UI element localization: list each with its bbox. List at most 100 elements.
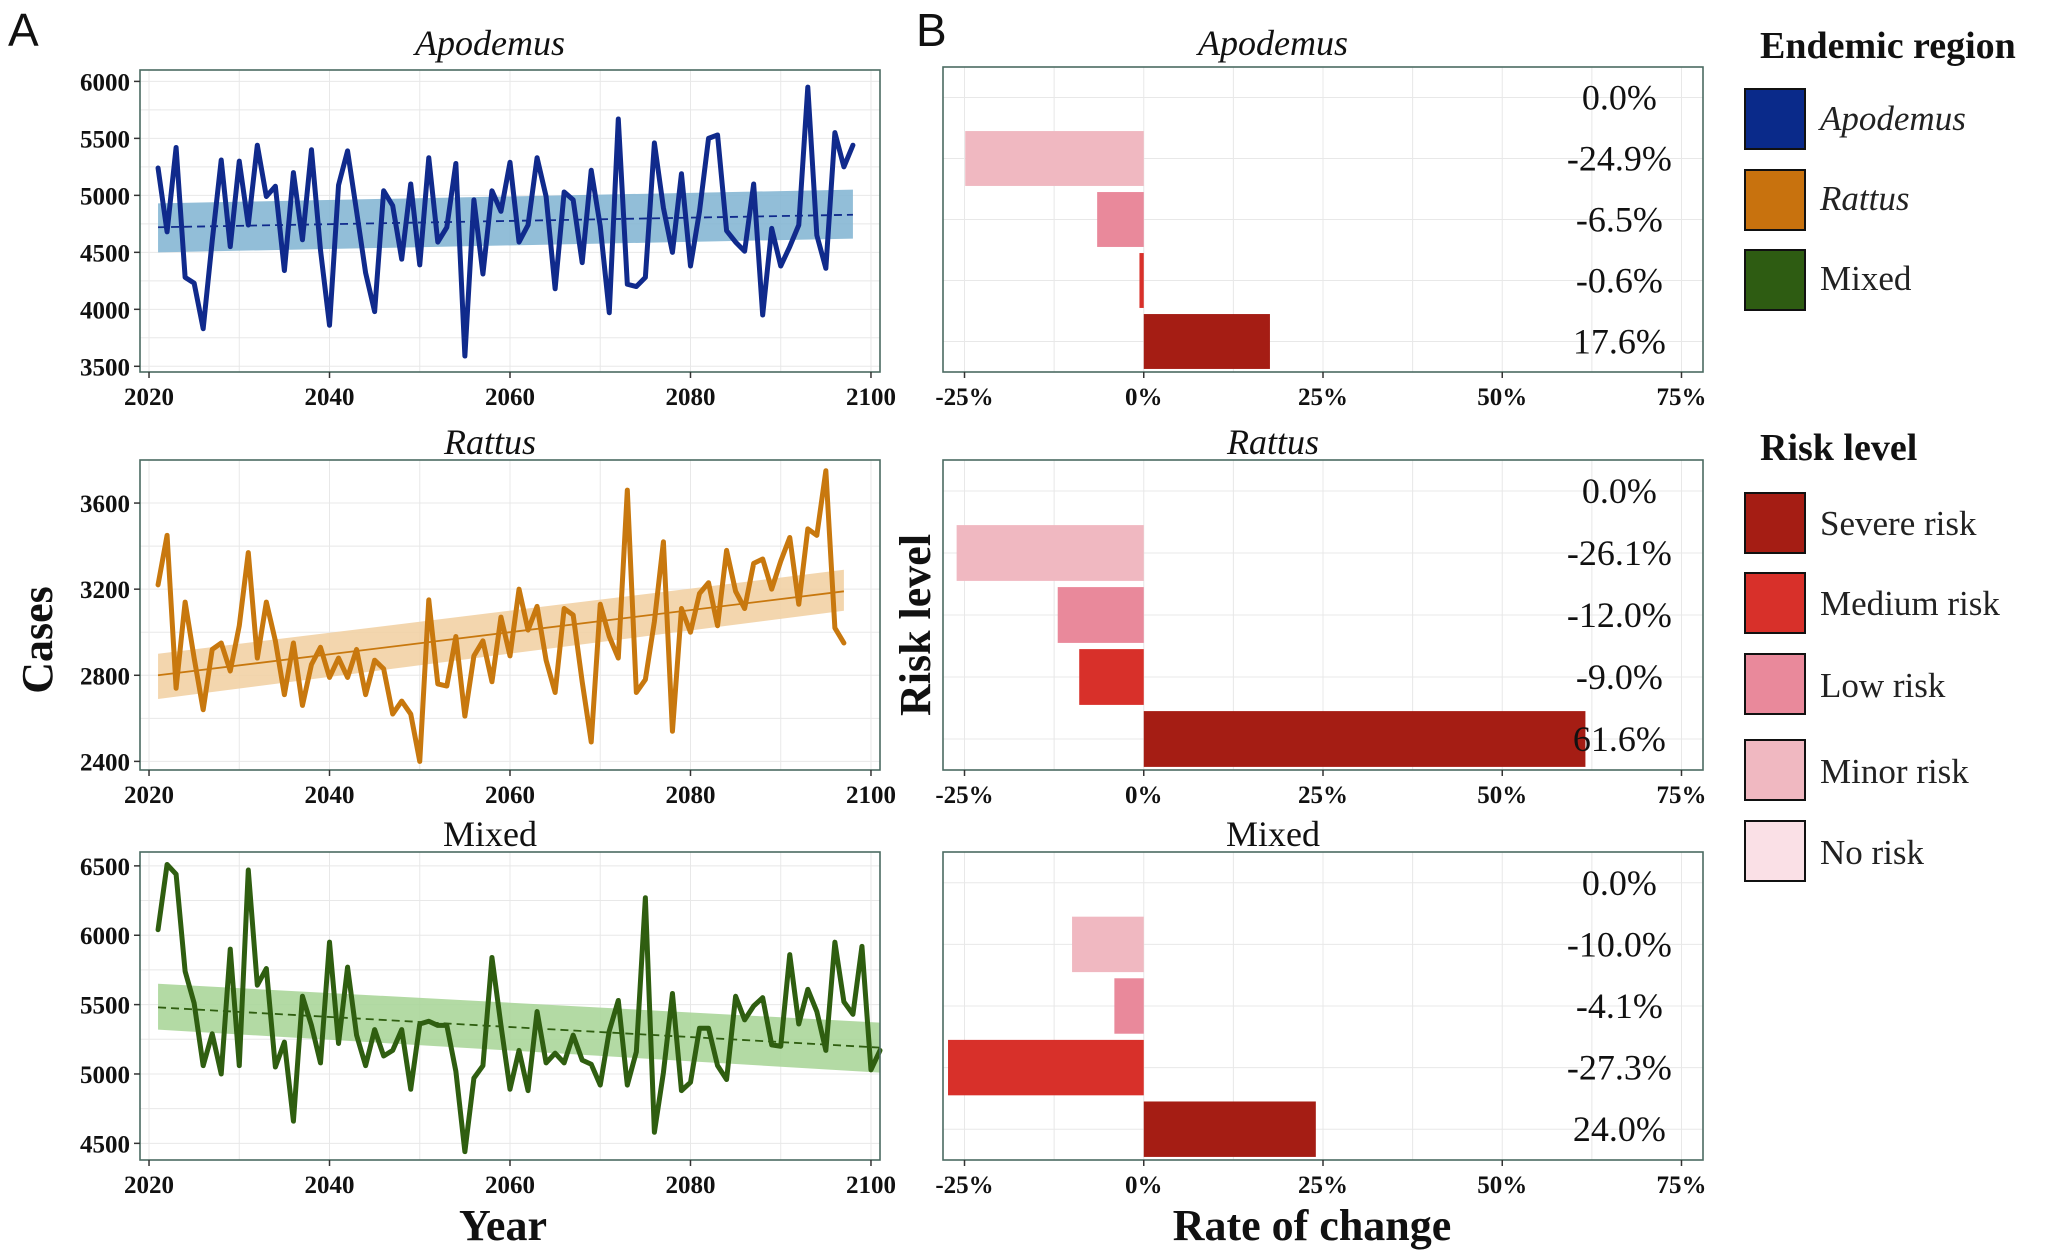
x-tick-label-25-: 25%: [1298, 1172, 1348, 1199]
bar-mixed-severe-risk: [1143, 1101, 1316, 1157]
x-tick-label-75-: 75%: [1656, 1172, 1706, 1199]
line-chart-apodemus: 2020 2040 2060 2080 2100 3500 4000 4500 5000 5500…: [80, 23, 896, 411]
y-tick-label-5000: 5000: [80, 183, 130, 210]
x-tick-label-2060: 2060: [485, 1172, 535, 1199]
x-axis-label-rate-of-change: Rate of change: [1173, 1201, 1452, 1250]
bar-label-rattus-low-risk: -12.0%: [1567, 595, 1672, 635]
legend-risk-title: Risk level: [1760, 427, 1917, 469]
bar-label-rattus-medium-risk: -9.0%: [1576, 657, 1663, 697]
legend-swatch-medium-risk: [1744, 572, 1806, 634]
x-tick-label-2100: 2100: [846, 1172, 896, 1199]
legend-label-severe-risk: Severe risk: [1820, 504, 1977, 543]
x-tick-label-2060: 2060: [485, 384, 535, 411]
legend-label-mixed: Mixed: [1820, 259, 1912, 298]
bar-apodemus-minor-risk: [965, 131, 1144, 186]
x-tick-label-2020: 2020: [124, 782, 174, 809]
bar-chart-mixed: 0.0% -10.0% -4.1% -27.3% 24.0% -25% 0% 25% 50% 75…: [935, 814, 1706, 1199]
x-tick-label-0-: 0%: [1125, 782, 1163, 809]
x-tick-label-25-: 25%: [1298, 782, 1348, 809]
legend-label-no-risk: No risk: [1820, 833, 1925, 872]
legend-risk-level: Risk level Severe risk Medium risk Low r…: [1744, 427, 2000, 882]
y-tick-label-2800: 2800: [80, 663, 130, 690]
panel-letter-b: B: [916, 4, 947, 56]
x-tick-label-2080: 2080: [665, 384, 715, 411]
y-axis-label-cases: Cases: [13, 586, 62, 694]
legend-swatch-minor-risk: [1744, 739, 1806, 801]
bar-label-rattus-severe-risk: 61.6%: [1573, 719, 1666, 759]
y-tick-label-4500: 4500: [80, 240, 130, 267]
bar-label-apodemus-minor-risk: -24.9%: [1567, 139, 1672, 179]
bar-mixed-low-risk: [1114, 978, 1144, 1034]
y-tick-label-6500: 6500: [80, 854, 130, 881]
trend-line-mixed: [157, 1006, 881, 1049]
chart-title-rattus: Rattus: [443, 422, 536, 462]
bar-rattus-low-risk: [1057, 587, 1144, 643]
x-tick-label--25-: -25%: [935, 782, 993, 809]
y-tick-label-5000: 5000: [80, 1062, 130, 1089]
x-tick-label-75-: 75%: [1656, 782, 1706, 809]
legend-label-low-risk: Low risk: [1820, 666, 1946, 705]
x-tick-label-50-: 50%: [1477, 782, 1527, 809]
chart-title-mixed-bar: Mixed: [1226, 814, 1320, 854]
bar-label-apodemus-no-risk: 0.0%: [1582, 78, 1657, 118]
bar-chart-rattus: 0.0% -26.1% -12.0% -9.0% 61.6% -25% 0% 25% 50% 75…: [935, 422, 1706, 809]
chart-title-apodemus: Apodemus: [413, 23, 565, 63]
y-tick-label-3500: 3500: [80, 354, 130, 381]
legend-swatch-rattus: [1744, 169, 1806, 231]
y-tick-label-3200: 3200: [80, 577, 130, 604]
y-tick-label-5500: 5500: [80, 993, 130, 1020]
x-tick-label--25-: -25%: [935, 384, 993, 411]
confidence-band-mixed: [158, 983, 881, 1073]
x-tick-label-2080: 2080: [665, 1172, 715, 1199]
x-axis-label-year: Year: [459, 1201, 547, 1250]
bar-label-rattus-minor-risk: -26.1%: [1567, 533, 1672, 573]
legend-label-medium-risk: Medium risk: [1820, 584, 2000, 623]
legend-swatch-low-risk: [1744, 653, 1806, 715]
legend-swatch-severe-risk: [1744, 492, 1806, 554]
bar-label-apodemus-medium-risk: -0.6%: [1576, 261, 1663, 301]
y-tick-label-2400: 2400: [80, 749, 130, 776]
series-line-apodemus: [155, 84, 856, 359]
x-tick-label-25-: 25%: [1298, 384, 1348, 411]
bar-apodemus-low-risk: [1097, 192, 1144, 247]
x-tick-label--25-: -25%: [935, 1172, 993, 1199]
chart-title-mixed: Mixed: [443, 814, 537, 854]
legend-label-minor-risk: Minor risk: [1820, 752, 1969, 791]
legend-endemic-region: Endemic region Apodemus Rattus Mixed: [1744, 25, 2016, 311]
y-tick-label-4000: 4000: [80, 297, 130, 324]
legend-swatch-apodemus: [1744, 88, 1806, 150]
x-tick-label-50-: 50%: [1477, 384, 1527, 411]
bar-rattus-minor-risk: [956, 525, 1144, 581]
x-tick-label-0-: 0%: [1125, 1172, 1163, 1199]
x-tick-label-2100: 2100: [846, 384, 896, 411]
y-axis-label-risk-level: Risk level: [891, 534, 940, 716]
legend-swatch-mixed: [1744, 249, 1806, 311]
bar-label-mixed-low-risk: -4.1%: [1576, 986, 1663, 1026]
x-tick-label-75-: 75%: [1656, 384, 1706, 411]
panel-letter-a: A: [8, 4, 39, 56]
bar-mixed-medium-risk: [948, 1039, 1144, 1096]
y-tick-label-4500: 4500: [80, 1131, 130, 1158]
chart-title-rattus-bar: Rattus: [1226, 422, 1319, 462]
trend-line-apodemus: [158, 213, 853, 229]
bar-mixed-minor-risk: [1072, 916, 1144, 973]
bar-label-mixed-medium-risk: -27.3%: [1567, 1048, 1672, 1088]
line-chart-mixed: 2020 2040 2060 2080 2100 4500 5000 5500 6000 6500…: [80, 814, 896, 1199]
legend-label-rattus: Rattus: [1819, 179, 1909, 218]
series-line-rattus: [155, 468, 847, 764]
legend-endemic-title: Endemic region: [1760, 25, 2016, 67]
bar-rattus-medium-risk: [1079, 649, 1144, 705]
x-tick-label-2020: 2020: [124, 384, 174, 411]
bar-rattus-severe-risk: [1143, 711, 1586, 767]
bar-apodemus-severe-risk: [1143, 314, 1270, 369]
x-tick-label-2020: 2020: [124, 1172, 174, 1199]
legend-label-apodemus: Apodemus: [1818, 99, 1966, 138]
y-tick-label-3600: 3600: [80, 491, 130, 518]
x-tick-label-2060: 2060: [485, 782, 535, 809]
legend-swatch-no-risk: [1744, 820, 1806, 882]
line-chart-rattus: 2020 2040 2060 2080 2100 2400 2800 3200 3600 Ratt…: [80, 422, 896, 809]
x-tick-label-0-: 0%: [1125, 384, 1163, 411]
y-tick-label-6000: 6000: [80, 69, 130, 96]
x-tick-label-2040: 2040: [305, 1172, 355, 1199]
